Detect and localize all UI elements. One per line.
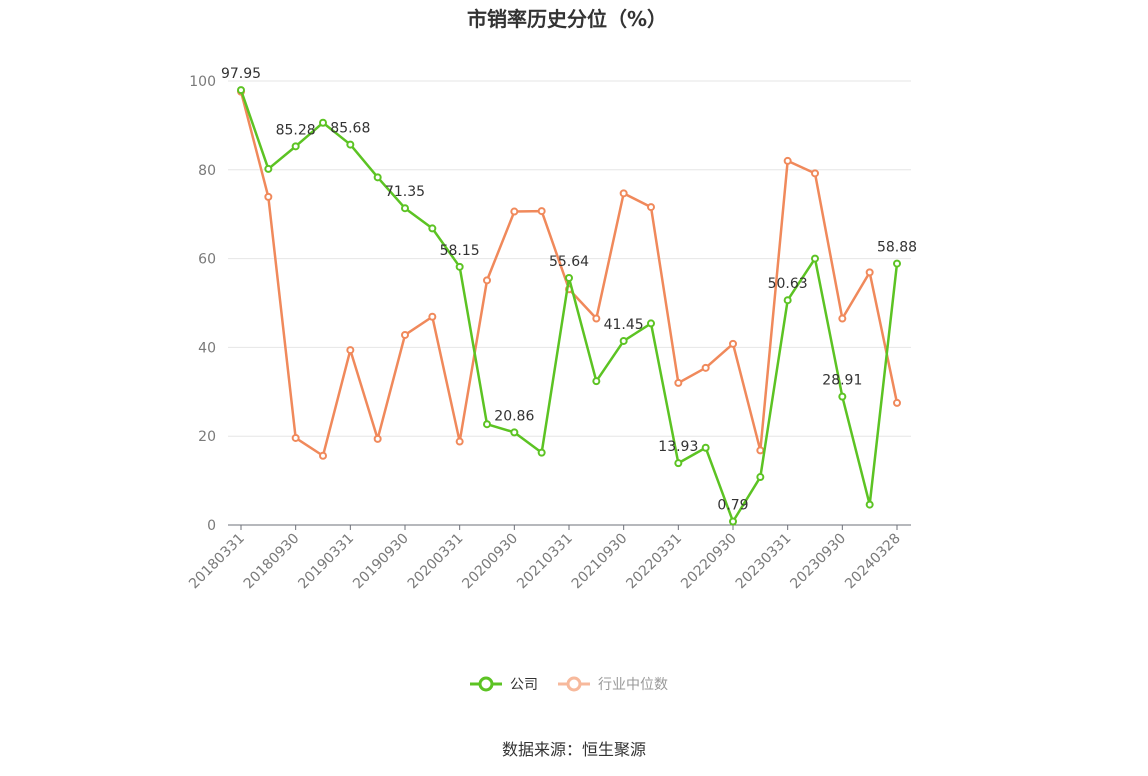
y-tick-label: 60 xyxy=(198,252,216,268)
legend-item-industry-median[interactable]: 行业中位数 xyxy=(558,676,668,693)
data-point xyxy=(319,118,327,127)
data-label: 20.86 xyxy=(494,408,534,424)
x-tick-label: 20220930 xyxy=(678,531,740,593)
y-axis: 0 20 40 60 80 100 xyxy=(189,74,216,534)
data-label: 85.68 xyxy=(330,121,370,137)
data-point xyxy=(701,443,710,452)
data-point xyxy=(401,330,409,339)
data-point xyxy=(319,451,327,460)
legend-label-industry-median: 行业中位数 xyxy=(598,677,668,693)
data-point xyxy=(838,392,847,401)
data-point xyxy=(674,459,683,468)
data-point xyxy=(893,398,901,407)
chart-title: 市销率历史分位（%） xyxy=(467,7,667,31)
data-label: 85.28 xyxy=(276,122,316,138)
data-point xyxy=(510,207,519,216)
data-label: 55.64 xyxy=(549,254,589,270)
y-tick-label: 100 xyxy=(189,74,216,90)
grid-lines xyxy=(228,80,911,437)
data-point xyxy=(537,207,546,216)
legend-marker-company xyxy=(478,676,494,692)
x-tick-label: 20210331 xyxy=(514,531,576,593)
x-tick-label: 20220331 xyxy=(623,531,685,593)
y-tick-label: 40 xyxy=(198,340,216,356)
data-label: 50.63 xyxy=(768,276,808,292)
data-label: 28.91 xyxy=(822,373,862,389)
data-label: 97.95 xyxy=(221,66,261,82)
source-note: 数据来源：恒生聚源 xyxy=(502,740,646,759)
data-point xyxy=(756,446,765,455)
data-point xyxy=(838,314,847,323)
data-point xyxy=(647,203,655,212)
data-point xyxy=(783,156,792,165)
x-tick-label: 20230930 xyxy=(787,531,849,593)
legend-marker-industry-median xyxy=(566,676,582,692)
data-point xyxy=(401,204,409,213)
series-layer xyxy=(237,86,901,526)
data-point xyxy=(592,314,601,323)
data-point xyxy=(783,296,792,305)
data-point xyxy=(865,268,874,277)
x-tick-label: 20180331 xyxy=(186,531,248,593)
data-point xyxy=(291,433,300,442)
data-point xyxy=(455,262,464,271)
data-label: 58.15 xyxy=(440,243,480,259)
data-point xyxy=(237,86,245,95)
data-point xyxy=(565,273,573,282)
legend-item-company[interactable]: 公司 xyxy=(470,676,538,693)
data-point xyxy=(373,434,382,443)
data-point xyxy=(264,192,273,201)
data-point xyxy=(865,500,874,509)
data-point xyxy=(674,378,683,387)
data-point xyxy=(592,377,601,386)
y-tick-label: 0 xyxy=(207,518,216,534)
data-point xyxy=(893,259,901,268)
data-point xyxy=(483,276,491,285)
data-point xyxy=(291,142,300,151)
data-point xyxy=(428,312,437,321)
series-line-1 xyxy=(239,91,899,457)
data-point xyxy=(264,164,273,173)
data-point xyxy=(811,169,819,178)
data-point xyxy=(729,517,737,526)
y-tick-label: 20 xyxy=(198,429,216,445)
data-point xyxy=(619,189,628,198)
legend[interactable]: 公司 行业中位数 xyxy=(470,676,668,693)
data-point xyxy=(483,420,491,429)
x-tick-label: 20230331 xyxy=(733,531,795,593)
data-point xyxy=(346,346,355,355)
data-label: 58.88 xyxy=(877,240,917,256)
data-label: 41.45 xyxy=(604,317,644,333)
x-tick-label: 20190331 xyxy=(295,531,357,593)
x-tick-label: 20180930 xyxy=(241,531,303,593)
data-label: 0.79 xyxy=(717,497,748,513)
y-tick-label: 80 xyxy=(198,163,216,179)
x-tick-label: 20200331 xyxy=(405,531,467,593)
data-point xyxy=(647,319,655,328)
x-tick-label: 20200930 xyxy=(459,531,521,593)
x-tick-label: 20240328 xyxy=(842,531,904,593)
data-point xyxy=(455,437,464,446)
x-axis: 2018033120180930201903312019093020200331… xyxy=(186,524,911,593)
legend-label-company: 公司 xyxy=(510,677,538,693)
data-point xyxy=(811,254,819,263)
data-labels: 97.95 85.28 85.68 71.35 58.15 20.86 55.64 41.45… xyxy=(221,66,917,513)
data-point xyxy=(373,173,382,182)
data-point xyxy=(756,473,765,482)
data-point xyxy=(729,339,737,348)
data-point xyxy=(346,140,355,149)
data-point xyxy=(537,448,546,457)
data-point xyxy=(428,224,437,233)
data-label: 71.35 xyxy=(385,184,425,200)
data-point xyxy=(510,428,519,437)
x-tick-label: 20210930 xyxy=(569,531,631,593)
series-line-0 xyxy=(239,89,899,523)
data-point xyxy=(619,336,628,345)
x-tick-label: 20190930 xyxy=(350,531,412,593)
data-label: 13.93 xyxy=(658,439,698,455)
data-point xyxy=(701,363,710,372)
